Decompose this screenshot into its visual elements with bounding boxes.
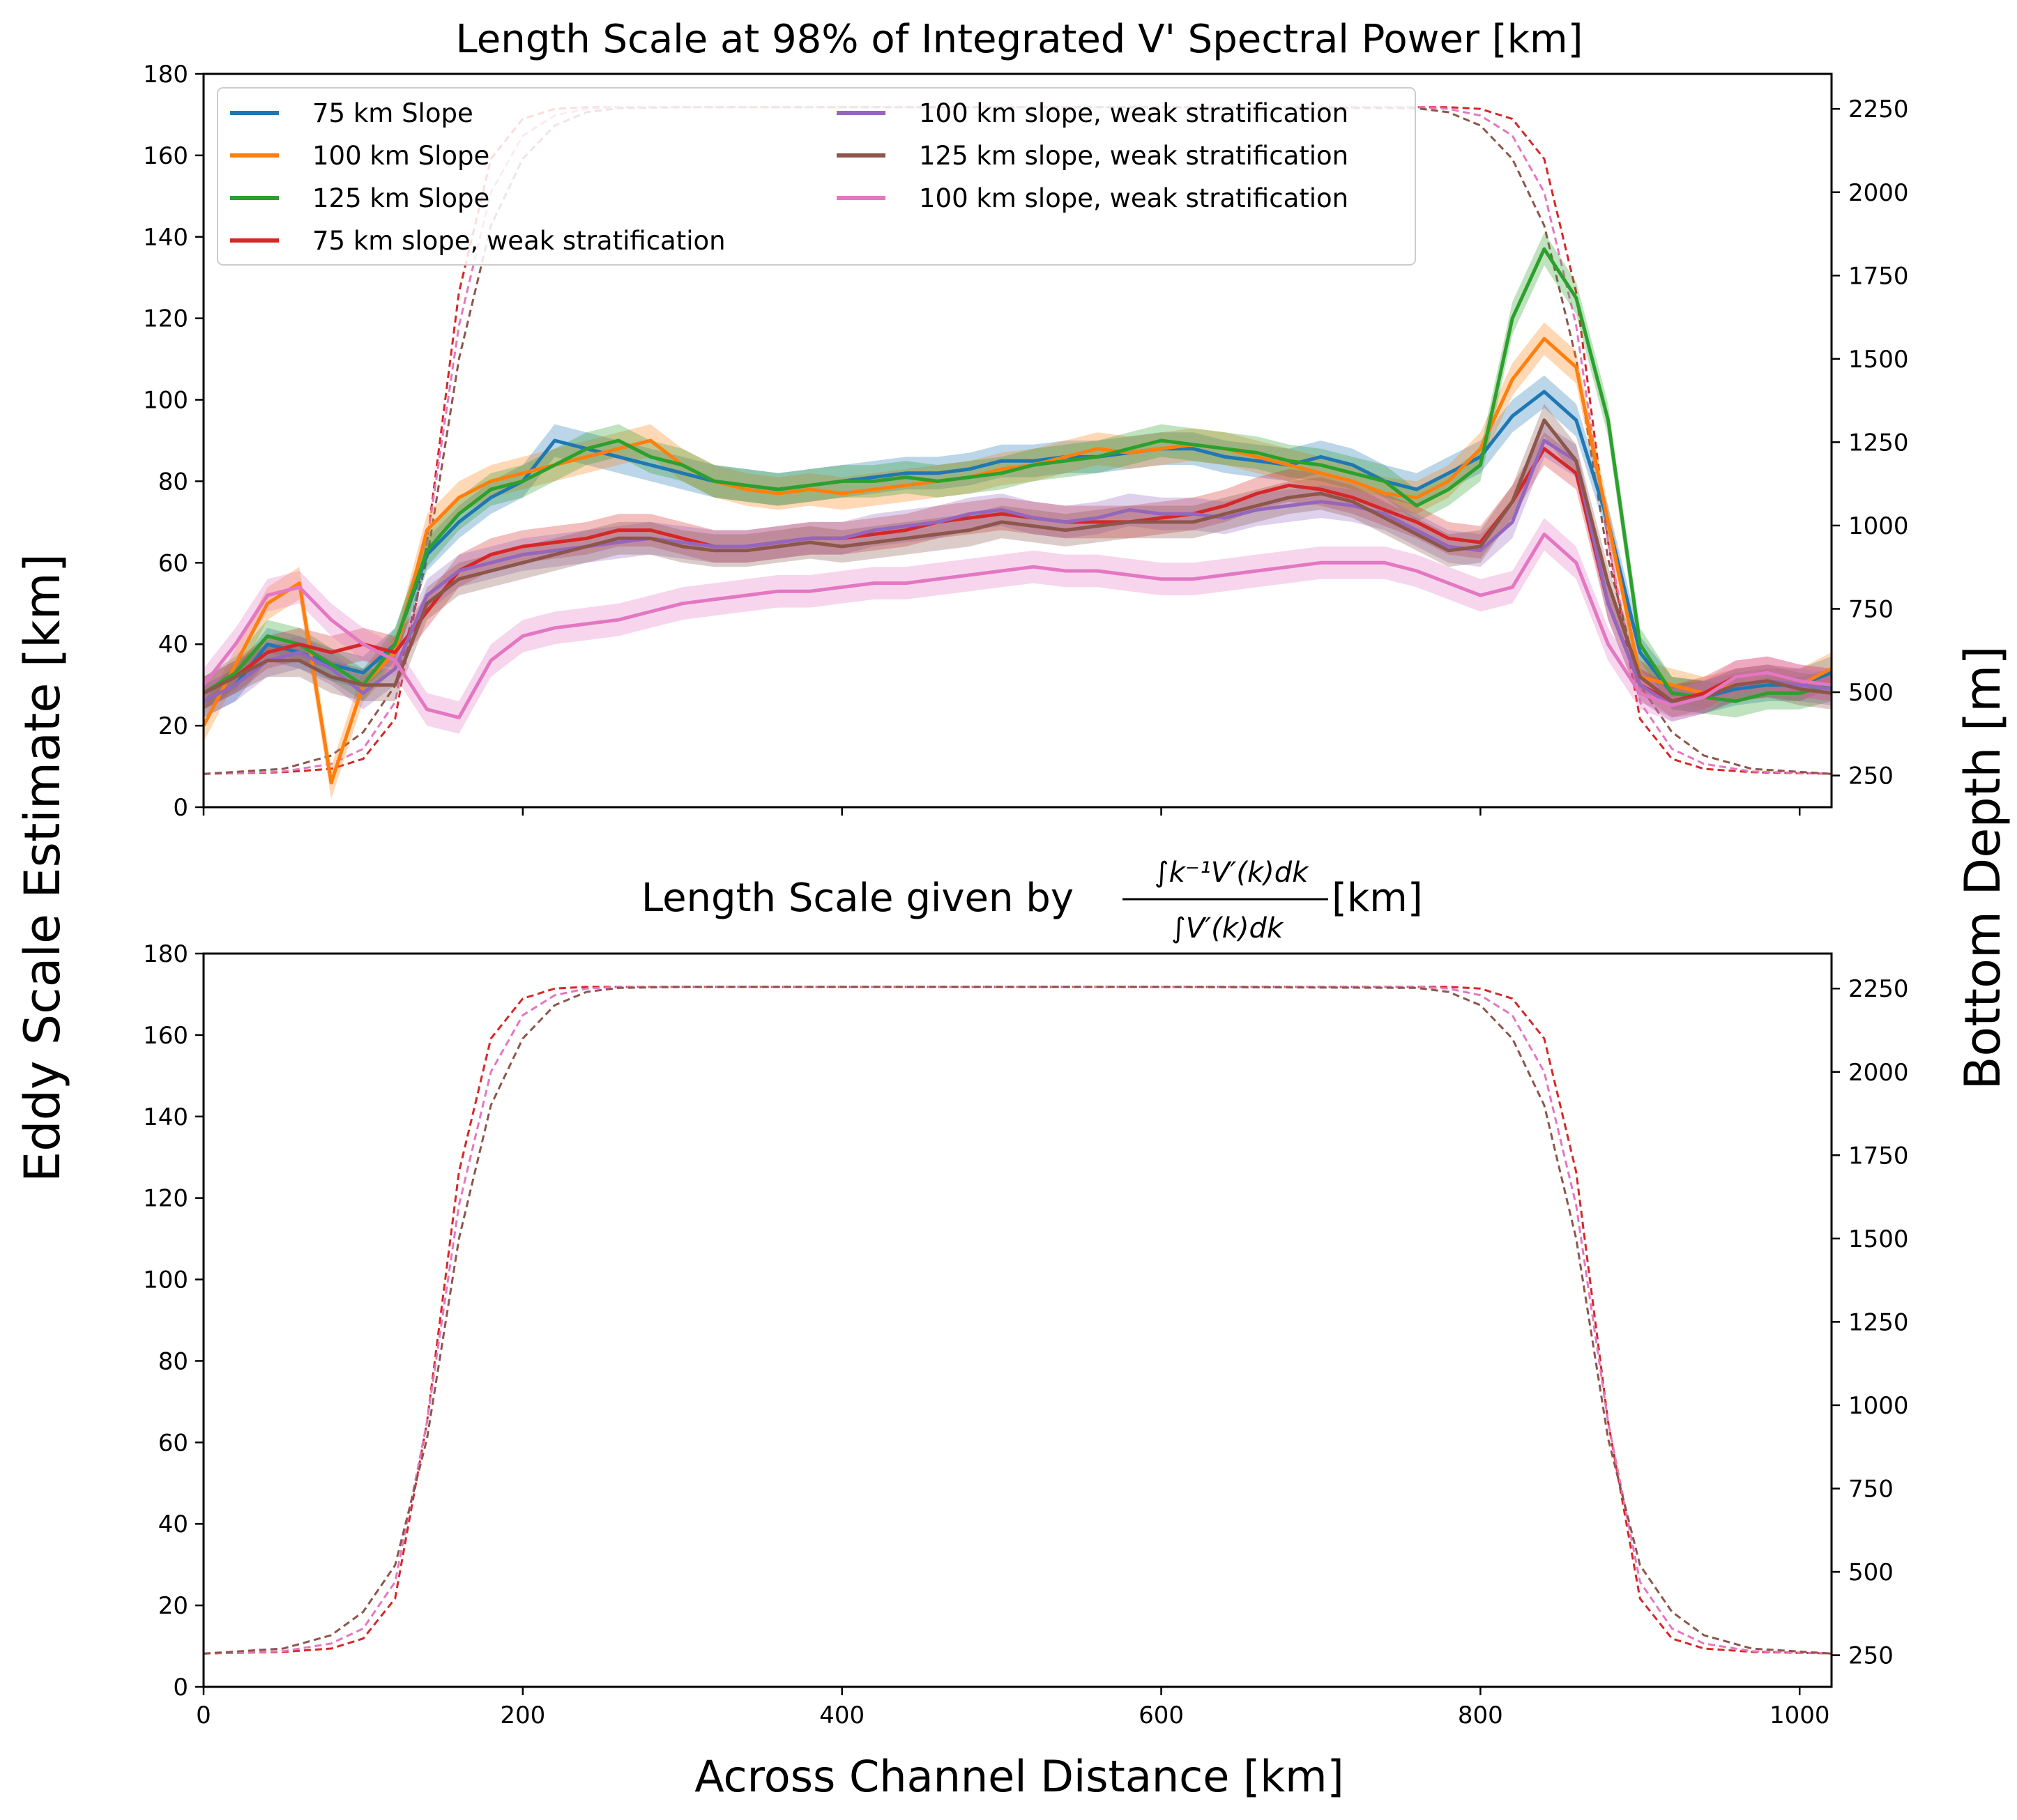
legend-entry-label: 100 km slope, weak stratification [919, 183, 1348, 213]
right-y-tick-label: 750 [1848, 595, 1894, 623]
y-tick-label: 20 [158, 712, 188, 740]
y-tick-label: 0 [173, 794, 188, 822]
y-tick-label: 40 [158, 631, 188, 659]
right-y-tick-label: 2250 [1848, 95, 1909, 123]
bottom-title-numerator: ∫k⁻¹V′(k)dk [1155, 857, 1309, 889]
top-panel: Length Scale at 98% of Integrated V' Spe… [143, 17, 1908, 822]
right-y-tick-label: 1000 [1848, 1392, 1909, 1420]
series-line-2 [201, 337, 1833, 785]
legend-entry-label: 75 km slope, weak stratification [312, 226, 726, 256]
right-y-tick-label: 1750 [1848, 1142, 1909, 1170]
series-line-1 [202, 390, 1832, 703]
y-tick-label: 0 [173, 1674, 188, 1702]
series-line-3 [202, 247, 1832, 703]
legend-entry-label: 100 km Slope [312, 141, 489, 171]
legend-box [217, 87, 1416, 266]
right-y-tick-label: 1250 [1848, 429, 1909, 457]
series-band-1 [204, 375, 1832, 718]
right-y-tick-label: 1000 [1848, 512, 1909, 540]
legend-entry-label: 75 km Slope [312, 98, 473, 128]
bottom-title-prefix: Length Scale given by [641, 875, 1074, 921]
y-tick-label: 40 [158, 1511, 188, 1538]
right-y-tick-label: 750 [1848, 1475, 1894, 1503]
y-tick-label: 180 [143, 940, 188, 968]
right-y-tick-label: 1500 [1848, 1225, 1909, 1253]
legend: 75 km Slope 100 km Slope 125 km Slope 75 km… [217, 87, 1416, 266]
y-tick-label: 100 [143, 387, 188, 415]
bottom-title-suffix: [km] [1332, 875, 1423, 921]
series-band-7 [204, 518, 1832, 734]
y-tick-label: 60 [158, 1429, 188, 1457]
bottom-panel: Length Scale given by ∫k⁻¹V′(k)dk ∫V′(k)… [143, 857, 1908, 1729]
series-line-6 [202, 418, 1832, 703]
y-tick-label: 100 [143, 1267, 188, 1294]
bathymetry-line-1 [203, 986, 1832, 1655]
right-y-tick-label: 2000 [1848, 1059, 1909, 1087]
right-y-tick-label: 1250 [1848, 1308, 1909, 1336]
bathymetry-line-2 [203, 986, 1832, 1655]
y-tick-label: 20 [158, 1592, 188, 1620]
right-y-tick-label: 500 [1848, 1559, 1894, 1586]
y-tick-label: 140 [143, 224, 188, 252]
series-band-3 [204, 232, 1832, 718]
y-tick-label: 80 [158, 1347, 188, 1375]
left-y-axis-label: Eddy Scale Estimate [km] [14, 553, 71, 1182]
x-tick-label: 200 [500, 1702, 545, 1729]
series-line-7 [202, 532, 1832, 719]
top-axes: 0 20 40 60 80 100 120 140 160 180 250 500 750 1000 125… [143, 61, 1908, 822]
plot-frame [202, 952, 1833, 1688]
y-tick-label: 120 [143, 1185, 188, 1213]
y-tick-label: 120 [143, 305, 188, 333]
bathymetry-line-3 [203, 986, 1832, 1655]
plot-frame [202, 72, 1833, 809]
bottom-bathymetry-layer [203, 986, 1832, 1655]
bottom-title-denominator: ∫V′(k)dk [1171, 912, 1284, 945]
legend-entry-label: 125 km slope, weak stratification [919, 141, 1348, 171]
top-panel-title: Length Scale at 98% of Integrated V' Spe… [456, 17, 1583, 62]
right-y-tick-label: 250 [1848, 1642, 1894, 1670]
right-y-tick-label: 500 [1848, 679, 1894, 707]
right-y-tick-label: 2250 [1848, 975, 1909, 1003]
right-y-tick-label: 1750 [1848, 262, 1909, 290]
y-tick-label: 80 [158, 468, 188, 496]
legend-entry-label: 125 km Slope [312, 183, 489, 213]
bottom-axes: 0 20 40 60 80 100 120 140 160 180 250 500 750 1000 125… [143, 940, 1908, 1729]
y-tick-label: 160 [143, 142, 188, 170]
right-y-tick-label: 250 [1848, 763, 1894, 790]
x-axis-label: Across Channel Distance [km] [694, 1751, 1344, 1802]
right-y-tick-label: 1500 [1848, 346, 1909, 374]
legend-entry-label: 100 km slope, weak stratification [919, 98, 1348, 128]
y-tick-label: 60 [158, 549, 188, 577]
x-tick-label: 600 [1139, 1702, 1184, 1729]
y-tick-label: 180 [143, 61, 188, 89]
series-line-5 [202, 438, 1832, 708]
y-tick-label: 160 [143, 1022, 188, 1050]
x-tick-label: 1000 [1769, 1702, 1830, 1729]
x-tick-label: 0 [196, 1702, 211, 1729]
x-tick-label: 800 [1458, 1702, 1503, 1729]
y-tick-label: 140 [143, 1103, 188, 1131]
series-line-4 [202, 447, 1832, 703]
bottom-panel-title: Length Scale given by ∫k⁻¹V′(k)dk ∫V′(k)… [641, 857, 1423, 945]
right-y-axis-label: Bottom Depth [m] [1954, 645, 2011, 1089]
top-series-layer [201, 232, 1833, 800]
x-tick-label: 400 [819, 1702, 865, 1729]
right-y-tick-label: 2000 [1848, 179, 1909, 207]
